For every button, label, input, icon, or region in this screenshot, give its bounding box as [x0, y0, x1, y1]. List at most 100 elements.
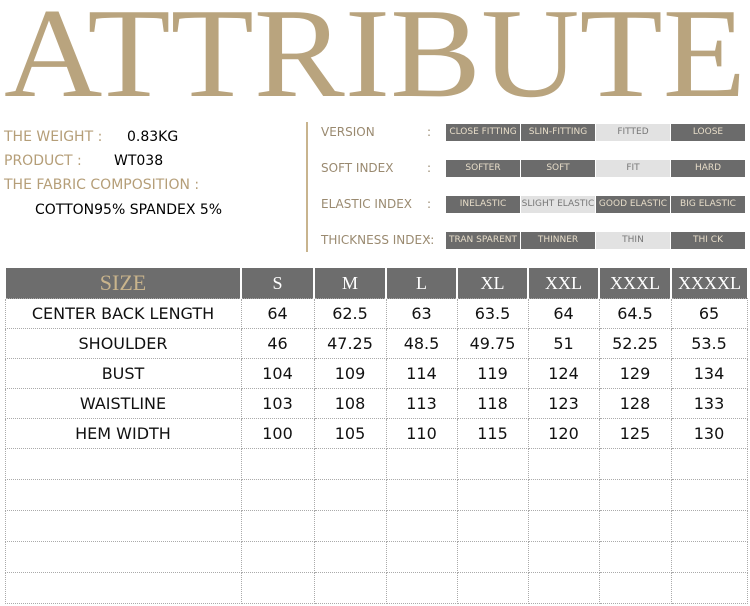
empty-cell [385, 541, 458, 573]
empty-cell [385, 479, 458, 511]
empty-cell [240, 479, 315, 511]
attribute-label: THICKNESS INDEX: [321, 233, 435, 247]
empty-cell [527, 510, 600, 542]
size-header: XXL [527, 268, 599, 299]
empty-cell [385, 572, 458, 604]
attribute-option: INELASTIC [446, 196, 520, 213]
measurement: 124 [527, 358, 600, 389]
measurement: 123 [527, 388, 600, 419]
attribute-colon: : [427, 161, 432, 175]
empty-cell [670, 510, 748, 542]
attribute-option: THI CK [671, 232, 745, 249]
size-header: L [385, 268, 457, 299]
size-row: HEM WIDTH 100 105 110 115 120 125 130 [4, 418, 748, 449]
measurement: 64.5 [598, 298, 672, 329]
attribute-colon: : [427, 233, 432, 247]
size-header: M [313, 268, 386, 299]
empty-cell [456, 479, 529, 511]
empty-cell [313, 448, 387, 480]
attribute-option: BIG ELASTIC [671, 196, 745, 213]
measurement: 100 [240, 418, 315, 449]
measurement: 133 [670, 388, 748, 419]
measurement: 53.5 [670, 328, 748, 359]
attribute-colon: : [427, 197, 432, 211]
attribute-option: SLIGHT ELASTIC [521, 196, 595, 213]
empty-cell [527, 541, 600, 573]
attribute-option: CLOSE FITTING [446, 124, 520, 141]
measurement: 125 [598, 418, 672, 449]
measurement: 128 [598, 388, 672, 419]
empty-row [4, 448, 748, 480]
empty-cell [4, 479, 242, 511]
measurement: 109 [313, 358, 387, 389]
attribute-option: FIT [596, 160, 670, 177]
attribute-option: HARD [671, 160, 745, 177]
size-row: BUST 104 109 114 119 124 129 134 [4, 358, 748, 389]
measure-name: CENTER BACK LENGTH [4, 298, 242, 329]
empty-cell [527, 448, 600, 480]
measurement: 49.75 [456, 328, 529, 359]
size-table: SIZE S M L XL XXL XXXL XXXXL CENTER BACK LENGTH 6… [4, 268, 748, 604]
measurement: 62.5 [313, 298, 387, 329]
measurement: 52.25 [598, 328, 672, 359]
measurement: 113 [385, 388, 458, 419]
weight: 0.83KG [127, 129, 179, 145]
empty-cell [670, 479, 748, 511]
attribute-colon: : [427, 125, 432, 139]
attribute-option: SLIN-FITTING [521, 124, 595, 141]
measurement: 129 [598, 358, 672, 389]
empty-cell [4, 541, 242, 573]
empty-cell [4, 510, 242, 542]
size-title: SIZE [4, 268, 241, 299]
measurement: 114 [385, 358, 458, 389]
empty-cell [240, 448, 315, 480]
empty-cell [240, 572, 315, 604]
empty-cell [385, 448, 458, 480]
attribute-option: TRAN SPARENT [446, 232, 520, 249]
header-row: SIZE S M L XL XXL XXXL XXXXL [4, 268, 747, 299]
attribute-label: VERSION [321, 125, 375, 139]
measurement: 108 [313, 388, 387, 419]
empty-cell [456, 448, 529, 480]
measurement: 65 [670, 298, 748, 329]
empty-row [4, 572, 748, 604]
attribute-label: SOFT INDEX [321, 161, 394, 175]
size-header: XXXXL [670, 268, 747, 299]
measure-name: HEM WIDTH [4, 418, 242, 449]
empty-cell [670, 572, 748, 604]
attribute-option: SOFT [521, 160, 595, 177]
weight-label: THE WEIGHT : [4, 129, 103, 145]
size-header: S [240, 268, 314, 299]
empty-cell [598, 479, 672, 511]
attribute-option: SOFTER [446, 160, 520, 177]
empty-cell [598, 572, 672, 604]
empty-cell [527, 572, 600, 604]
attribute-label: ELASTIC INDEX [321, 197, 412, 211]
measurement: 118 [456, 388, 529, 419]
measurement: 130 [670, 418, 748, 449]
measurement: 103 [240, 388, 315, 419]
empty-cell [313, 510, 387, 542]
empty-cell [240, 510, 315, 542]
measurement: 46 [240, 328, 315, 359]
measurement: 119 [456, 358, 529, 389]
empty-cell [4, 448, 242, 480]
measurement: 134 [670, 358, 748, 389]
measurement: 63.5 [456, 298, 529, 329]
size-row: SHOULDER 46 47.25 48.5 49.75 51 52.25 53.5 [4, 328, 748, 359]
measurement: 120 [527, 418, 600, 449]
empty-row [4, 541, 748, 573]
empty-cell [598, 448, 672, 480]
fabric: COTTON95% SPANDEX 5% [35, 202, 223, 218]
measurement: 64 [527, 298, 600, 329]
empty-cell [456, 510, 529, 542]
measurement: 63 [385, 298, 458, 329]
measurement: 48.5 [385, 328, 458, 359]
attribute-option: GOOD ELASTIC [596, 196, 670, 213]
empty-cell [598, 510, 672, 542]
fabric-label: THE FABRIC COMPOSITION : [4, 177, 200, 193]
empty-cell [598, 541, 672, 573]
product: WT038 [114, 153, 164, 169]
empty-cell [385, 510, 458, 542]
